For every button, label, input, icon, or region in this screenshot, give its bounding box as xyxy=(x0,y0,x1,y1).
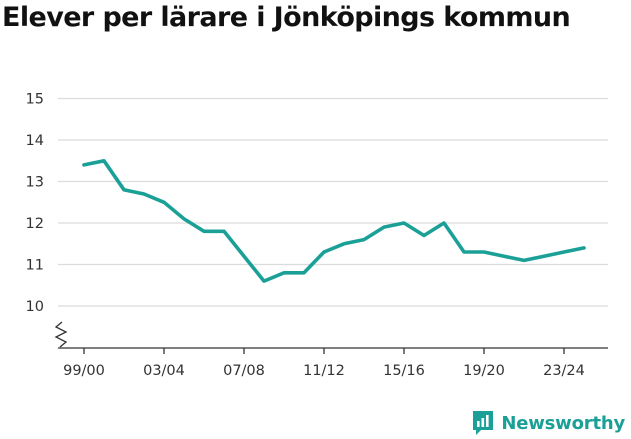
chart-title: Elever per lärare i Jönköpings kommun xyxy=(2,2,571,33)
x-tick-label: 11/12 xyxy=(303,363,345,379)
brand-name: Newsworthy xyxy=(501,412,625,434)
y-tick-label: 15 xyxy=(26,92,44,108)
newsworthy-brand: Newsworthy xyxy=(471,409,625,437)
y-tick-label: 10 xyxy=(26,299,44,315)
x-tick-label: 03/04 xyxy=(143,363,185,379)
y-tick-label: 11 xyxy=(26,258,44,274)
y-tick-label: 12 xyxy=(26,216,44,232)
axis-break-icon xyxy=(54,321,68,348)
x-tick-label: 23/24 xyxy=(543,363,585,379)
x-axis-ticks: 99/00 03/04 07/08 11/12 15/16 19/20 23/24 xyxy=(63,348,585,379)
line-chart: 10 11 12 13 14 15 99/00 03/04 07/08 11/12 15/16 19… xyxy=(26,92,608,379)
newsworthy-logo-icon xyxy=(473,411,494,435)
x-tick-label: 07/08 xyxy=(223,363,265,379)
y-gridlines xyxy=(58,97,608,307)
y-tick-label: 13 xyxy=(26,175,44,191)
y-axis-ticks: 10 11 12 13 14 15 xyxy=(26,92,44,316)
x-tick-label: 19/20 xyxy=(463,363,505,379)
x-tick-label: 99/00 xyxy=(63,363,105,379)
x-tick-label: 15/16 xyxy=(383,363,425,379)
series-line xyxy=(82,159,586,283)
y-tick-label: 14 xyxy=(26,133,44,149)
